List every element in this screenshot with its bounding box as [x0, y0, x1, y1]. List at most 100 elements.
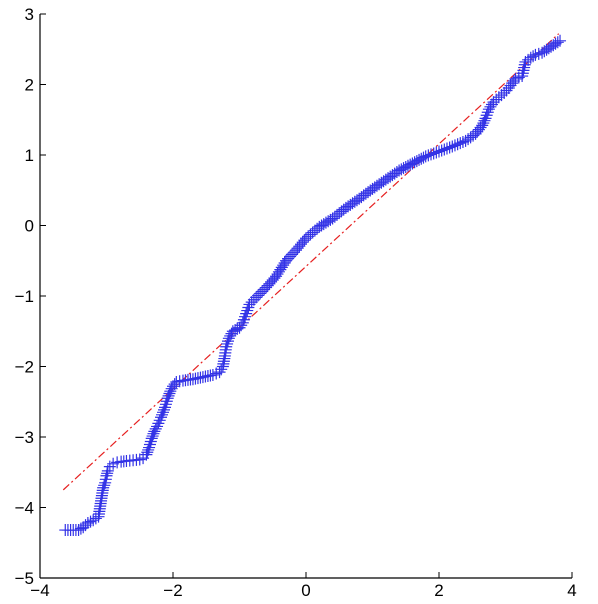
data-point [221, 335, 234, 348]
data-point [140, 448, 153, 461]
data-point [527, 50, 540, 63]
data-point [159, 401, 172, 414]
data-point [240, 307, 253, 320]
data-point [149, 422, 162, 435]
data-point [433, 145, 445, 158]
data-point [498, 86, 511, 99]
y-tick-label: 2 [25, 76, 34, 95]
data-point [481, 106, 494, 119]
data-point [221, 337, 234, 350]
data-point [143, 441, 156, 454]
data-point [99, 476, 112, 489]
data-point [206, 368, 219, 381]
data-point [487, 96, 500, 109]
data-point [148, 425, 161, 438]
data-point [518, 61, 531, 74]
data-point [141, 446, 154, 459]
data-point [482, 103, 495, 116]
data-point [430, 146, 443, 159]
data-point [162, 389, 175, 402]
ticks-layer [39, 13, 573, 579]
data-point [97, 481, 110, 494]
data-point [242, 301, 255, 314]
data-point [451, 138, 464, 151]
data-point [419, 150, 432, 163]
data-point [146, 430, 159, 443]
data-point [236, 316, 249, 329]
data-point [443, 141, 456, 154]
data-point [554, 34, 567, 47]
data-point [133, 453, 146, 466]
y-tick-label: −5 [15, 569, 34, 588]
data-point [158, 403, 171, 416]
data-point [502, 82, 515, 95]
data-point [516, 67, 529, 80]
data-point [233, 321, 246, 334]
data-point [156, 408, 169, 421]
data-point [101, 467, 114, 480]
data-point [151, 420, 164, 433]
data-point [479, 112, 492, 125]
data-point [476, 119, 489, 132]
data-point [163, 387, 176, 400]
data-point [239, 310, 252, 323]
data-point [145, 432, 158, 445]
data-point [143, 438, 156, 451]
data-point [422, 149, 435, 162]
x-tick-label: 0 [301, 581, 310, 600]
data-point [81, 517, 94, 530]
data-point [155, 411, 168, 424]
data-point [477, 117, 490, 130]
data-point [103, 460, 116, 473]
data-point [454, 137, 467, 150]
data-point [215, 363, 228, 376]
y-tick-label: 1 [25, 146, 34, 165]
data-point [480, 109, 493, 122]
data-point [417, 151, 430, 164]
x-tick-label: 4 [567, 581, 576, 600]
data-point [173, 375, 186, 388]
data-point [222, 332, 235, 345]
data-point [84, 515, 97, 528]
data-point [438, 143, 451, 156]
x-tick-label: −4 [30, 581, 49, 600]
data-point [235, 319, 248, 332]
data-point [147, 427, 160, 440]
y-tick-label: 0 [25, 217, 34, 236]
data-point [144, 435, 157, 448]
data-point [224, 329, 237, 342]
data-point [160, 395, 173, 408]
data-point [237, 313, 250, 326]
data-point [72, 524, 85, 537]
data-point [484, 100, 497, 113]
data-point [524, 51, 537, 64]
data-point [159, 398, 172, 411]
data-point [152, 417, 165, 430]
y-tick-label: −2 [15, 358, 34, 377]
data-point [448, 139, 461, 152]
data-point [164, 385, 177, 398]
data-point [440, 142, 453, 155]
data-point [529, 48, 542, 61]
reference-line [62, 33, 560, 491]
data-point [168, 378, 181, 391]
data-point [98, 479, 111, 492]
data-point [142, 443, 155, 456]
data-point [509, 72, 522, 85]
data-point [518, 58, 531, 71]
x-tick-label: 2 [434, 581, 443, 600]
data-point [517, 64, 530, 77]
data-point [157, 406, 170, 419]
data-point [213, 366, 226, 379]
data-point [161, 392, 174, 405]
y-tick-label: −3 [15, 428, 34, 447]
data-point [551, 36, 564, 49]
y-tick-label: −4 [15, 499, 34, 518]
data-point [220, 340, 233, 353]
data-point [478, 114, 491, 127]
data-point [446, 140, 459, 153]
data-point [532, 47, 545, 60]
data-point [425, 148, 438, 161]
data-point [153, 414, 166, 427]
